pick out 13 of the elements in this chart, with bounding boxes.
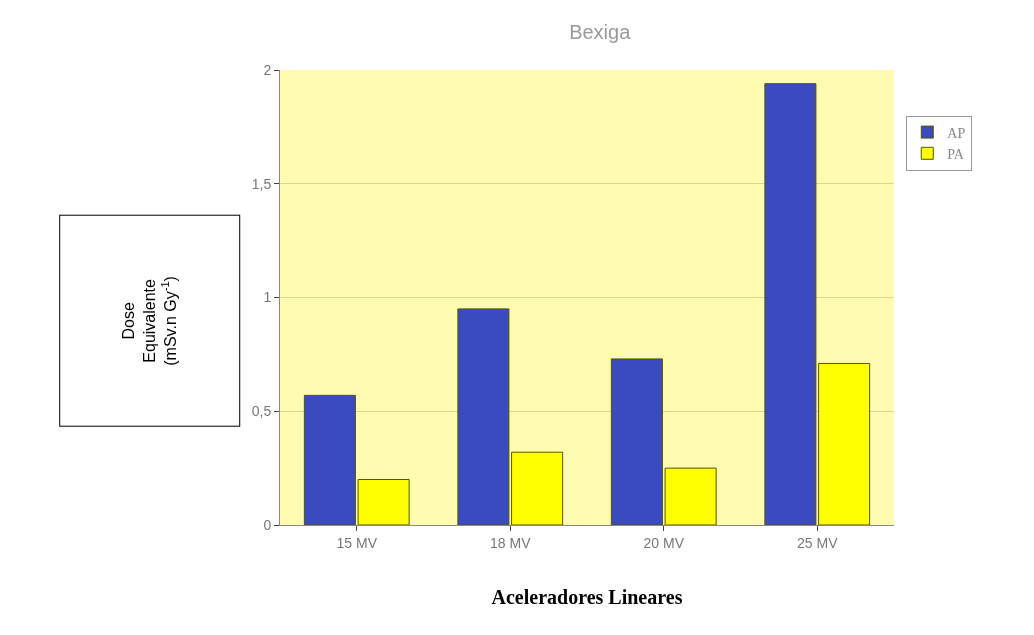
legend-label: AP (947, 125, 966, 141)
y-tick-label: 1 (263, 289, 272, 306)
x-axis-title: Aceleradores Lineares (491, 586, 683, 609)
legend-label: PA (947, 146, 965, 162)
y-tick-label: 2 (263, 61, 272, 78)
x-tick-label: 15 MV (336, 534, 378, 551)
x-tick-label: 20 MV (643, 534, 685, 551)
x-tick-label: 18 MV (490, 534, 532, 551)
x-tick-label: 25 MV (797, 534, 839, 551)
y-tick-label: 0,5 (251, 403, 272, 420)
y-tick-label: 1,5 (251, 175, 272, 192)
chart-title: Bexiga (569, 21, 632, 44)
y-tick-label: 0 (263, 516, 272, 533)
